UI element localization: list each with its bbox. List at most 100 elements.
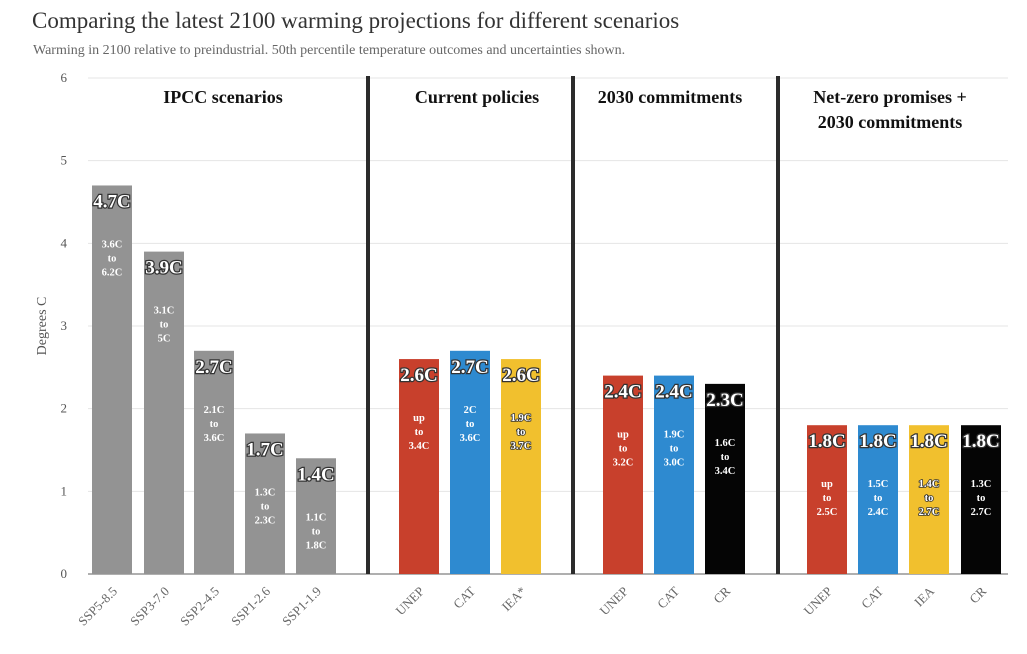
bar-range-label: to <box>210 419 219 430</box>
x-tick-label: IEA <box>911 583 937 609</box>
y-axis-label: Degrees C <box>35 297 50 356</box>
x-tick-label: SSP1-2.6 <box>228 583 273 628</box>
bar-range-label: 3.4C <box>409 441 430 452</box>
bar-range-label: 2.3C <box>255 515 276 526</box>
bar-range-label: up <box>413 413 425 424</box>
bar <box>909 425 949 574</box>
bar <box>144 251 184 574</box>
bar <box>807 425 847 574</box>
y-tick-label: 0 <box>61 566 68 581</box>
x-tick-label: CR <box>966 583 989 606</box>
group-title: Net-zero promises + <box>813 87 967 107</box>
bar-range-label: 2.7C <box>971 507 992 518</box>
bar-range-label: 6.2C <box>102 267 123 278</box>
x-tick-label: CAT <box>858 583 886 611</box>
bar-range-label: to <box>977 493 986 504</box>
bar-value-label: 1.8C <box>859 431 896 452</box>
x-tick-label: UNEP <box>597 584 632 619</box>
bar-value-label: 1.8C <box>808 431 845 452</box>
bar-range-label: 1.1C <box>306 512 327 523</box>
bar <box>961 425 1001 574</box>
y-tick-label: 2 <box>61 401 68 416</box>
x-tick-label: IEA* <box>499 584 530 615</box>
bar-range-label: to <box>619 444 628 455</box>
bar <box>399 359 439 574</box>
bar-range-label: 3.6C <box>460 433 481 444</box>
bar-range-label: 1.3C <box>971 479 992 490</box>
bar <box>450 350 490 574</box>
x-tick-label: UNEP <box>393 584 428 619</box>
bar <box>296 458 336 574</box>
x-tick-label: SSP2-4.5 <box>177 584 222 629</box>
bar <box>194 350 234 574</box>
bar <box>603 375 643 574</box>
y-tick-label: 3 <box>61 318 68 333</box>
bar-range-label: 2.5C <box>817 507 838 518</box>
group-title: 2030 commitments <box>598 87 742 107</box>
bar-value-label: 2.6C <box>502 365 539 386</box>
bar-range-label: to <box>517 427 526 438</box>
bar-value-label: 1.7C <box>246 439 283 460</box>
bar-range-label: up <box>617 430 629 441</box>
x-tick-label: UNEP <box>801 584 836 619</box>
bar <box>92 185 132 574</box>
bar-value-label: 2.3C <box>706 390 743 411</box>
bar-range-label: to <box>823 493 832 504</box>
bar-range-label: 1.3C <box>255 487 276 498</box>
bar-value-label: 2.7C <box>451 357 488 378</box>
group-title: 2030 commitments <box>818 112 962 132</box>
bar-range-label: 3.0C <box>664 458 685 469</box>
bar-range-label: to <box>415 427 424 438</box>
bar-range-label: 3.1C <box>154 306 175 317</box>
bar-value-label: 2.7C <box>195 357 232 378</box>
bar-range-label: to <box>925 493 934 504</box>
bar-range-label: 2.4C <box>868 507 889 518</box>
bar-value-label: 1.8C <box>962 431 999 452</box>
bar-range-label: 1.9C <box>511 413 532 424</box>
x-tick-label: CAT <box>450 583 478 611</box>
bar-range-label: to <box>261 501 270 512</box>
bar-range-label: to <box>312 526 321 537</box>
bar-range-label: 3.4C <box>715 466 736 477</box>
chart-subtitle: Warming in 2100 relative to preindustria… <box>33 43 626 58</box>
bar <box>245 433 285 574</box>
bar <box>654 375 694 574</box>
bar <box>705 383 745 574</box>
bar-range-label: 1.8C <box>306 540 327 551</box>
chart-title: Comparing the latest 2100 warming projec… <box>32 8 680 33</box>
x-tick-label: SSP5-8.5 <box>75 584 120 629</box>
group-title: IPCC scenarios <box>163 87 283 107</box>
bar-range-label: to <box>108 253 117 264</box>
bar-value-label: 1.4C <box>297 464 334 485</box>
bar-value-label: 2.4C <box>655 382 692 403</box>
bar-range-label: to <box>721 452 730 463</box>
x-tick-label: SSP1-1.9 <box>279 584 324 629</box>
y-tick-label: 6 <box>61 70 68 85</box>
bar-range-label: up <box>821 479 833 490</box>
y-tick-label: 1 <box>61 483 68 498</box>
bar-range-label: to <box>160 320 169 331</box>
bar-range-label: 1.6C <box>715 438 736 449</box>
bar-value-label: 2.6C <box>400 365 437 386</box>
bar-range-label: 1.5C <box>868 479 889 490</box>
bar-range-label: 5C <box>158 334 171 345</box>
bar-range-label: 2.1C <box>204 405 225 416</box>
bar <box>501 359 541 574</box>
x-tick-label: SSP3-7.0 <box>127 584 172 629</box>
bar-range-label: 3.2C <box>613 458 634 469</box>
bar-range-label: 2C <box>464 405 477 416</box>
bar-range-label: 3.7C <box>511 441 532 452</box>
bar-value-label: 3.9C <box>145 258 182 279</box>
bar-range-label: to <box>670 444 679 455</box>
x-tick-label: CR <box>710 583 733 606</box>
bar-range-label: 1.4C <box>919 479 940 490</box>
bar-range-label: 3.6C <box>102 239 123 250</box>
bar-range-label: to <box>874 493 883 504</box>
bar-range-label: 3.6C <box>204 433 225 444</box>
bar-range-label: 1.9C <box>664 430 685 441</box>
bar-range-label: 2.7C <box>919 507 940 518</box>
bar <box>858 425 898 574</box>
bar-range-label: to <box>466 419 475 430</box>
x-tick-label: CAT <box>654 583 682 611</box>
